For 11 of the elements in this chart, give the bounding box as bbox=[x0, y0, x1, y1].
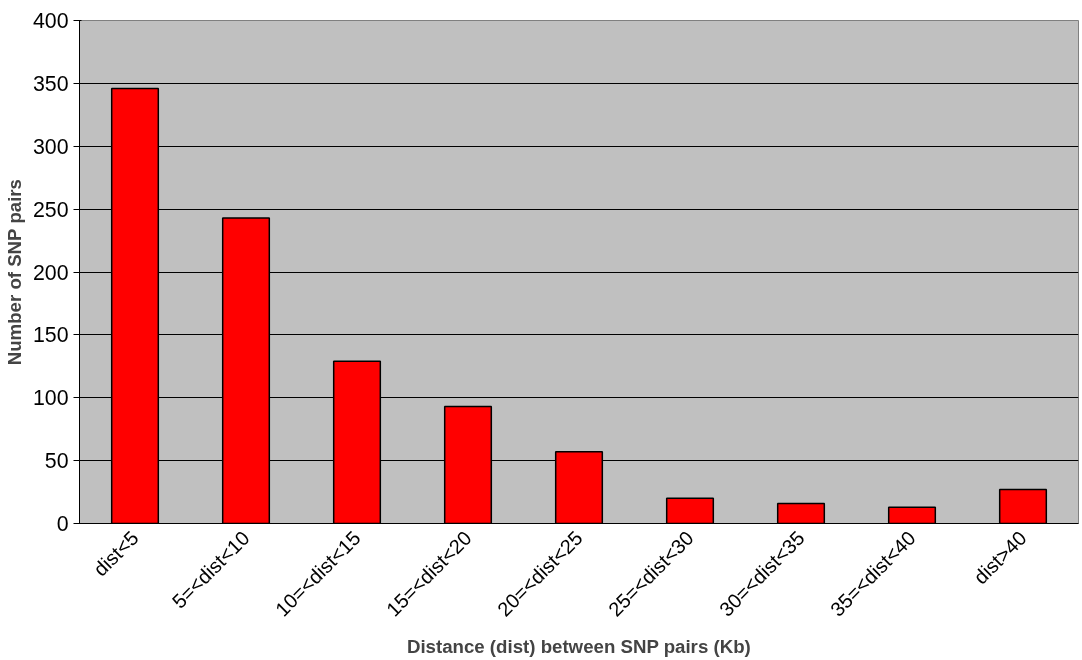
x-axis-title: Distance (dist) between SNP pairs (Kb) bbox=[406, 636, 751, 658]
y-tick-label: 0 bbox=[56, 512, 69, 536]
y-tick-label: 200 bbox=[32, 260, 69, 285]
y-tick-label: 100 bbox=[32, 386, 69, 411]
y-axis-title: Number of SNP pairs bbox=[3, 179, 25, 366]
y-tick-label: 300 bbox=[32, 134, 69, 159]
y-tick-label: 50 bbox=[44, 449, 69, 474]
y-tick-label: 250 bbox=[32, 197, 69, 222]
y-tick-label: 150 bbox=[32, 323, 69, 348]
y-tick-label: 350 bbox=[32, 71, 69, 96]
y-tick-label: 400 bbox=[32, 9, 69, 33]
